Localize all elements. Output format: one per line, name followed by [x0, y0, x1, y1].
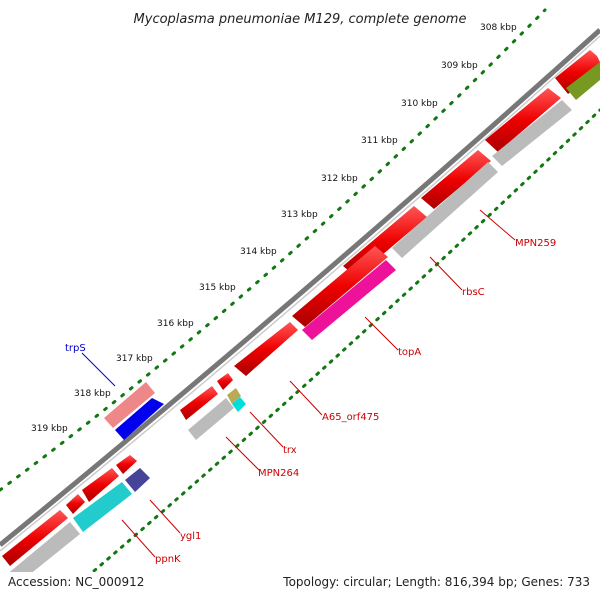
gene-trx — [232, 397, 246, 412]
gene-trpS-shade — [104, 382, 155, 428]
gene-forward-12 — [2, 510, 68, 566]
gene-forward-9 — [116, 455, 137, 474]
gene-olive — [566, 62, 600, 100]
tick-label-311: 311 kbp — [361, 136, 398, 146]
label-leaders — [81, 209, 516, 558]
leader-rbsC — [429, 256, 463, 291]
tick-label-309: 309 kbp — [441, 61, 478, 71]
trpS-feature — [104, 382, 164, 440]
gene-topA — [302, 260, 396, 340]
label-rbsC: rbsC — [462, 287, 485, 298]
label-trpS: trpS — [65, 343, 86, 354]
tick-label-314: 314 kbp — [240, 247, 277, 257]
gene-forward-6 — [234, 322, 298, 376]
genome-backbone — [0, 28, 600, 552]
leader-MPN259 — [479, 209, 516, 241]
gene-forward-8 — [180, 386, 218, 420]
tick-track — [0, 8, 547, 492]
gene-labels: trpS MPN259 rbsC topA A65_orf475 trx MPN… — [65, 238, 556, 565]
footer-accession: Accession: NC_000912 — [8, 575, 144, 589]
tick-label-308: 308 kbp — [480, 23, 517, 33]
label-topA: topA — [398, 347, 421, 358]
leader-topA — [364, 316, 399, 351]
tick-label-312: 312 kbp — [321, 174, 358, 184]
tick-label-316: 316 kbp — [157, 319, 194, 329]
gene-forward-11 — [66, 494, 85, 514]
inner-tick-track — [58, 108, 600, 600]
gene-MPN264 — [188, 398, 234, 440]
leader-trpS — [81, 352, 116, 387]
tick-label-318: 318 kbp — [74, 389, 111, 399]
tick-label-313: 313 kbp — [281, 210, 318, 220]
forward-strand-genes — [2, 50, 600, 566]
footer-bar — [0, 572, 600, 600]
tick-label-319: 319 kbp — [31, 424, 68, 434]
leader-MPN264 — [225, 436, 260, 471]
leader-A65_orf475 — [289, 380, 323, 416]
gene-forward-7 — [217, 373, 233, 390]
gene-forward-10 — [82, 468, 119, 502]
footer-summary: Topology: circular; Length: 816,394 bp; … — [282, 575, 590, 589]
gene-trpS — [115, 398, 164, 440]
gene-forward-3 — [421, 150, 491, 209]
label-trx: trx — [283, 445, 297, 456]
gene-grey-rbsC — [392, 162, 498, 258]
gene-forward-5 — [292, 246, 388, 327]
tick-label-310: 310 kbp — [401, 99, 438, 109]
label-ygl1: ygl1 — [180, 531, 201, 542]
gene-forward-1 — [555, 50, 600, 94]
gene-ygl1 — [125, 468, 150, 492]
map-title: Mycoplasma pneumoniae M129, complete gen… — [134, 12, 467, 27]
label-A65_orf475: A65_orf475 — [322, 412, 379, 423]
leader-ppnK — [121, 519, 156, 558]
leader-ygl1 — [149, 499, 181, 534]
reverse-strand-genes — [0, 62, 600, 592]
tick-label-317: 317 kbp — [116, 354, 153, 364]
gene-ppnK — [73, 482, 132, 532]
label-MPN259: MPN259 — [515, 238, 556, 249]
label-ppnK: ppnK — [155, 554, 181, 565]
tick-label-315: 315 kbp — [199, 283, 236, 293]
leader-trx — [249, 411, 284, 448]
gene-grey-1 — [492, 100, 572, 166]
label-MPN264: MPN264 — [258, 468, 299, 479]
gene-small-olive — [227, 388, 241, 404]
tick-labels: 308 kbp 309 kbp 310 kbp 311 kbp 312 kbp … — [31, 23, 517, 434]
gene-forward-2 — [485, 88, 561, 152]
